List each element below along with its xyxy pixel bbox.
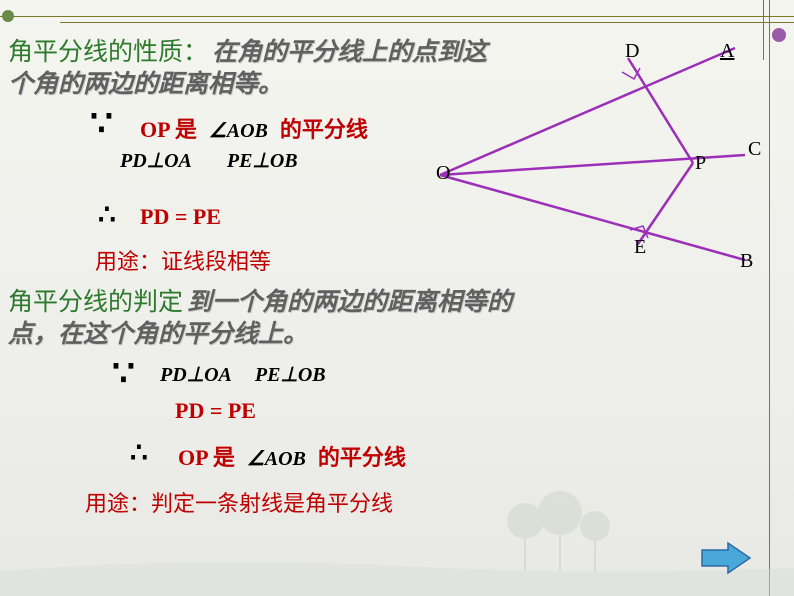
perp-row-2: PD⊥OA PE⊥OB bbox=[160, 362, 326, 387]
pd-eq-pe-2: PD = PE bbox=[175, 398, 256, 424]
background-scenery bbox=[0, 476, 794, 596]
label-O: O bbox=[436, 162, 450, 185]
pd-oa-2: PD⊥OA bbox=[160, 364, 232, 386]
label-P: P bbox=[695, 152, 706, 175]
because-2: ∵ bbox=[112, 352, 135, 394]
label-D: D bbox=[625, 40, 639, 63]
op-bisector-2: OP 是 ∠AOB 的平分线 bbox=[178, 440, 406, 472]
next-arrow-button[interactable] bbox=[698, 540, 754, 576]
label-B: B bbox=[740, 250, 753, 273]
op-suffix-2: 的平分线 bbox=[318, 445, 406, 470]
op-text-2: OP 是 bbox=[178, 445, 235, 470]
angle-aob-2: ∠AOB bbox=[247, 448, 306, 470]
angle-diagram bbox=[0, 0, 794, 300]
pe-ob-2: PE⊥OB bbox=[255, 364, 326, 386]
title2-row2: 点，在这个角的平分线上。 bbox=[8, 314, 308, 350]
label-A: A bbox=[720, 40, 734, 63]
label-C: C bbox=[748, 138, 761, 161]
therefore-2: ∴ bbox=[130, 436, 148, 470]
title2-prop-b: 点，在这个角的平分线上。 bbox=[8, 321, 308, 348]
label-E: E bbox=[634, 236, 646, 259]
